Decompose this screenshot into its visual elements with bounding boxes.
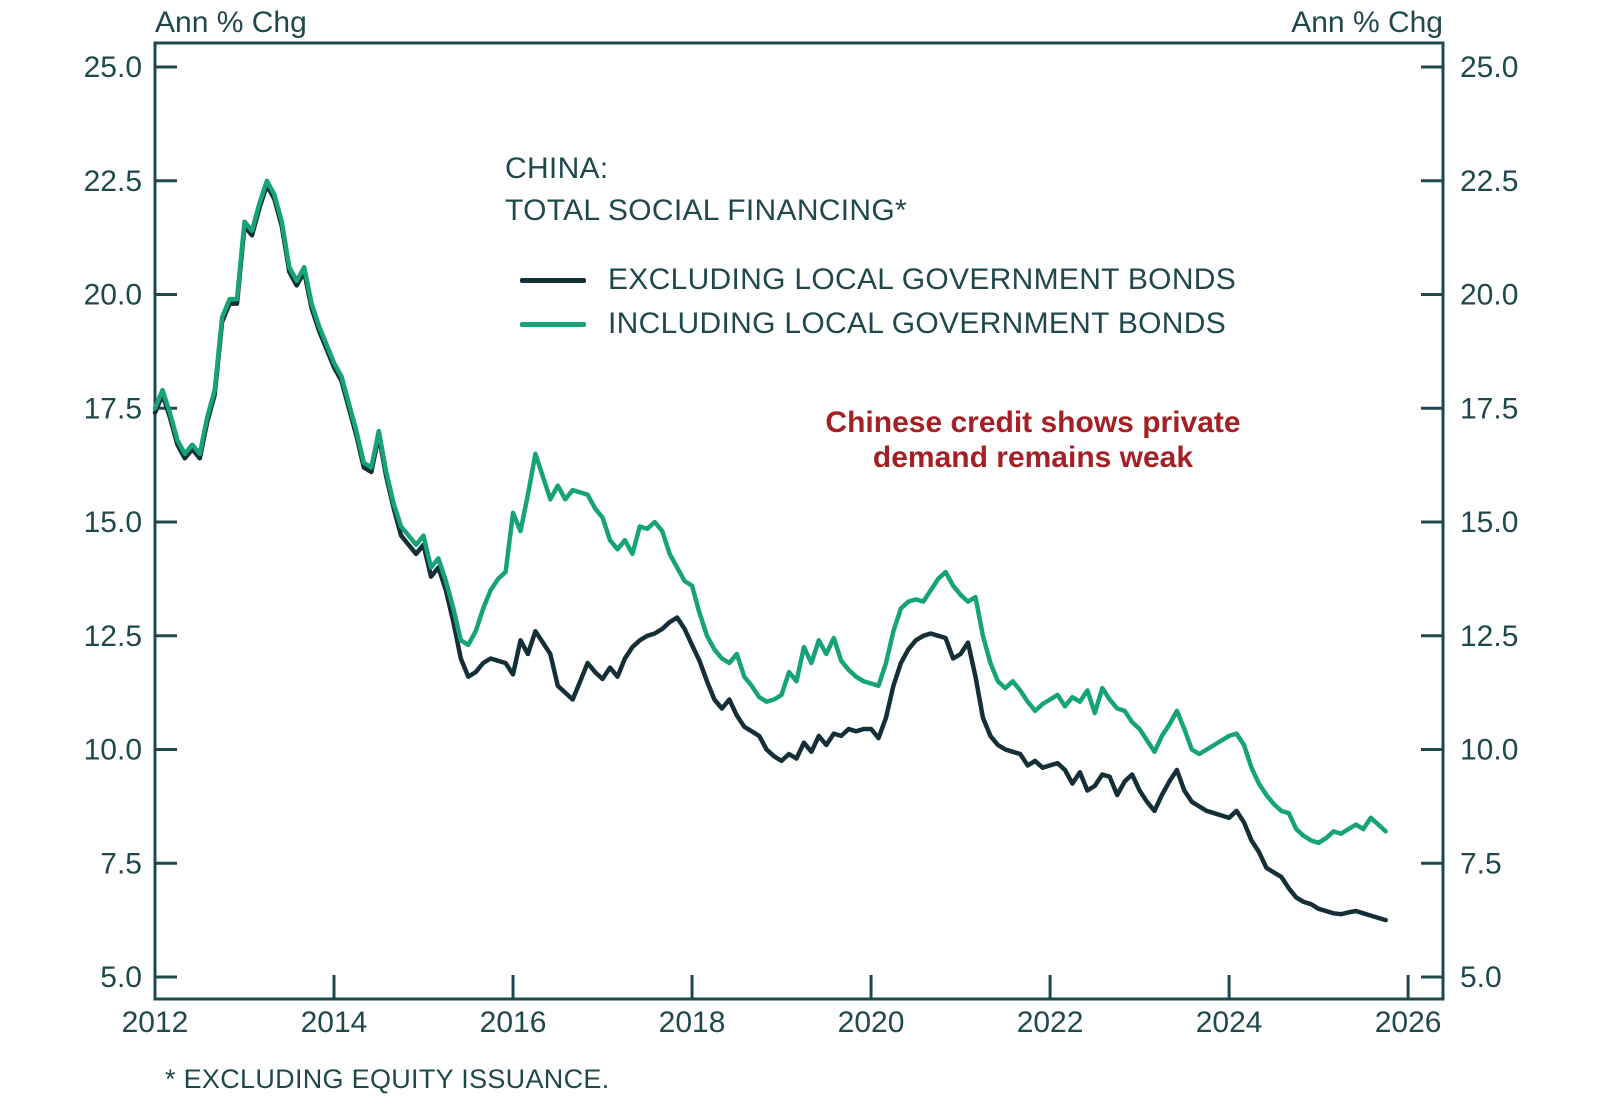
legend-title-line1: CHINA: [505,152,609,185]
legend-title-line2: TOTAL SOCIAL FINANCING* [505,194,907,227]
legend-item-including: INCLUDING LOCAL GOVERNMENT BONDS [505,302,1236,346]
y-axis-title-left: Ann % Chg [155,6,307,39]
y-tick-label-right: 17.5 [1460,392,1518,425]
y-tick-label-left: 12.5 [84,620,142,653]
x-tick-label: 2012 [122,1006,189,1039]
legend-label-excluding: EXCLUDING LOCAL GOVERNMENT BONDS [608,263,1237,296]
chart-legend: CHINA: TOTAL SOCIAL FINANCING* EXCLUDING… [505,148,1236,346]
legend-rows: EXCLUDING LOCAL GOVERNMENT BONDS INCLUDI… [505,258,1236,346]
chart-annotation: Chinese credit shows private demand rema… [825,405,1240,475]
y-tick-label-left: 22.5 [84,165,142,198]
y-tick-label-right: 7.5 [1460,847,1502,880]
legend-label-including: INCLUDING LOCAL GOVERNMENT BONDS [608,307,1227,340]
x-tick-label: 2016 [480,1006,547,1039]
y-tick-label-right: 15.0 [1460,506,1518,539]
x-tick-label: 2026 [1375,1006,1442,1039]
legend-item-excluding: EXCLUDING LOCAL GOVERNMENT BONDS [505,258,1236,302]
x-tick-label: 2014 [301,1006,368,1039]
legend-line-swatch-green [520,321,586,327]
series-line-including-lgb [152,178,1388,846]
x-tick-label: 2022 [1017,1006,1084,1039]
annotation-line2: demand remains weak [872,441,1194,474]
chart-footnote: * EXCLUDING EQUITY ISSUANCE. [165,1064,610,1094]
y-tick-label-right: 12.5 [1460,620,1518,653]
y-tick-label-right: 22.5 [1460,165,1518,198]
y-tick-label-right: 5.0 [1460,961,1502,994]
x-tick-label: 2024 [1196,1006,1263,1039]
y-tick-label-left: 10.0 [84,734,142,767]
y-tick-label-left: 7.5 [100,847,142,880]
y-tick-label-right: 20.0 [1460,279,1518,312]
y-tick-label-left: 20.0 [84,279,142,312]
y-tick-label-left: 17.5 [84,392,142,425]
y-axis-title-right: Ann % Chg [1291,6,1443,39]
y-tick-label-left: 25.0 [84,51,142,84]
legend-line-swatch-dark [520,277,586,283]
y-tick-label-right: 10.0 [1460,734,1518,767]
annotation-line1: Chinese credit shows private [825,406,1241,439]
y-tick-label-left: 5.0 [100,961,142,994]
y-tick-label-left: 15.0 [84,506,142,539]
y-tick-label-right: 25.0 [1460,51,1518,84]
x-tick-label: 2018 [659,1006,726,1039]
x-tick-label: 2020 [838,1006,905,1039]
